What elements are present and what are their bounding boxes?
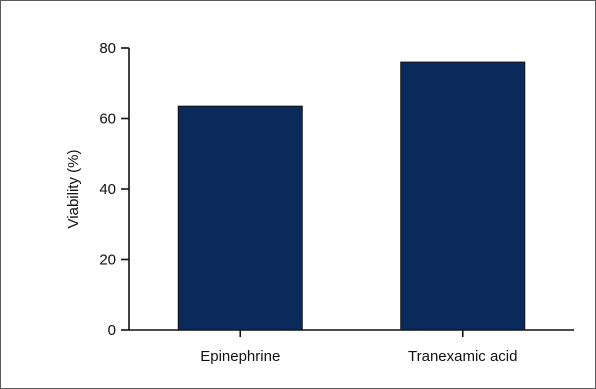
bar-tranexamic-acid	[400, 61, 526, 331]
y-axis-label: Viability (%)	[65, 150, 82, 229]
y-tick-label: 0	[108, 322, 116, 339]
x-tick-label: Epinephrine	[200, 348, 280, 365]
bars	[177, 61, 526, 331]
y-tick-label: 40	[99, 181, 116, 198]
y-tick-label: 60	[99, 111, 116, 128]
x-ticks: Epinephrine Tranexamic acid	[200, 330, 517, 365]
y-axis: 0 20 40 60 80 Viability (%)	[65, 40, 130, 339]
bar-epinephrine	[177, 105, 303, 331]
x-tick-label: Tranexamic acid	[408, 348, 517, 365]
y-tick-label: 80	[99, 40, 116, 57]
y-tick-label: 20	[99, 252, 116, 269]
y-ticks: 0 20 40 60 80	[99, 40, 129, 339]
x-axis: Epinephrine Tranexamic acid	[129, 329, 574, 365]
